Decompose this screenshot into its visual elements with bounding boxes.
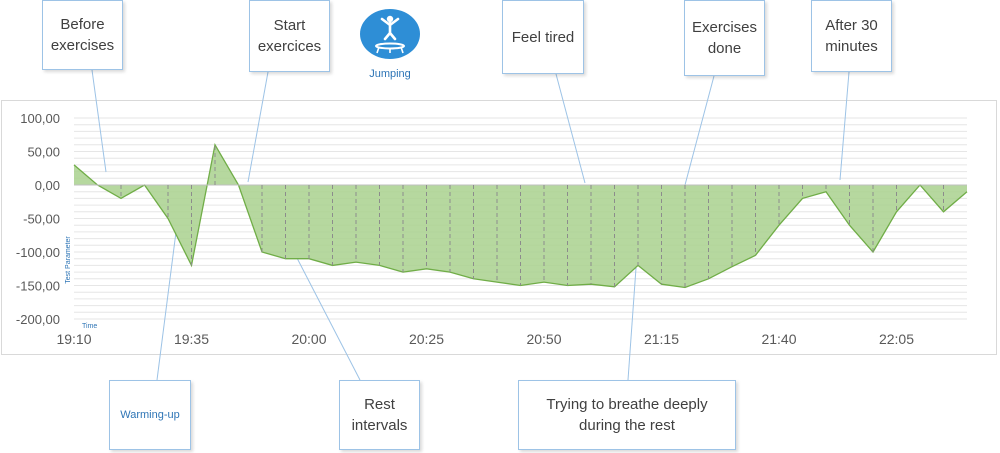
x-axis-title: Time — [82, 323, 97, 330]
callout-breathe-deeply: Trying to breathe deeply during the rest — [518, 380, 736, 450]
plot-frame — [1, 100, 997, 355]
callout-leader-line — [839, 71, 850, 181]
x-tick-label: 19:10 — [56, 331, 91, 347]
x-tick-label: 19:35 — [174, 331, 209, 347]
x-tick-label: 22:05 — [879, 331, 914, 347]
callout-leader-line — [91, 69, 107, 173]
y-tick-label: -50,00 — [23, 212, 60, 227]
callout-after-30-minutes: After 30 minutes — [811, 0, 892, 72]
y-axis-title: Test Parameter — [65, 236, 72, 284]
trampoline-jumper-icon — [375, 15, 405, 54]
callout-leader-line — [156, 231, 177, 381]
callout-leader-line — [684, 75, 715, 186]
y-tick-label: 0,00 — [35, 178, 60, 193]
y-tick-label: -100,00 — [16, 245, 60, 260]
badge-label: Jumping — [369, 68, 411, 80]
x-tick-label: 20:50 — [526, 331, 561, 347]
activity-badge — [360, 9, 420, 59]
y-tick-label: 100,00 — [20, 111, 60, 126]
y-tick-label: 50,00 — [27, 145, 60, 160]
callout-warming-up: Warming-up — [109, 380, 191, 450]
x-tick-label: 21:15 — [644, 331, 679, 347]
callout-exercises-done: Exercises done — [684, 0, 765, 76]
callout-before-exercises: Before exercises — [42, 0, 123, 70]
callout-leader-line — [296, 257, 361, 381]
callout-leader-line — [247, 71, 269, 183]
callout-rest-intervals: Rest intervals — [339, 380, 420, 450]
x-tick-label: 21:40 — [761, 331, 796, 347]
callout-feel-tired: Feel tired — [502, 0, 584, 74]
y-tick-label: -150,00 — [16, 279, 60, 294]
callout-start-exercises: Start exercices — [249, 0, 330, 72]
callout-leader-line — [627, 267, 637, 381]
x-tick-label: 20:00 — [291, 331, 326, 347]
callout-leader-line — [555, 73, 586, 184]
y-tick-label: -200,00 — [16, 312, 60, 327]
x-tick-label: 20:25 — [409, 331, 444, 347]
